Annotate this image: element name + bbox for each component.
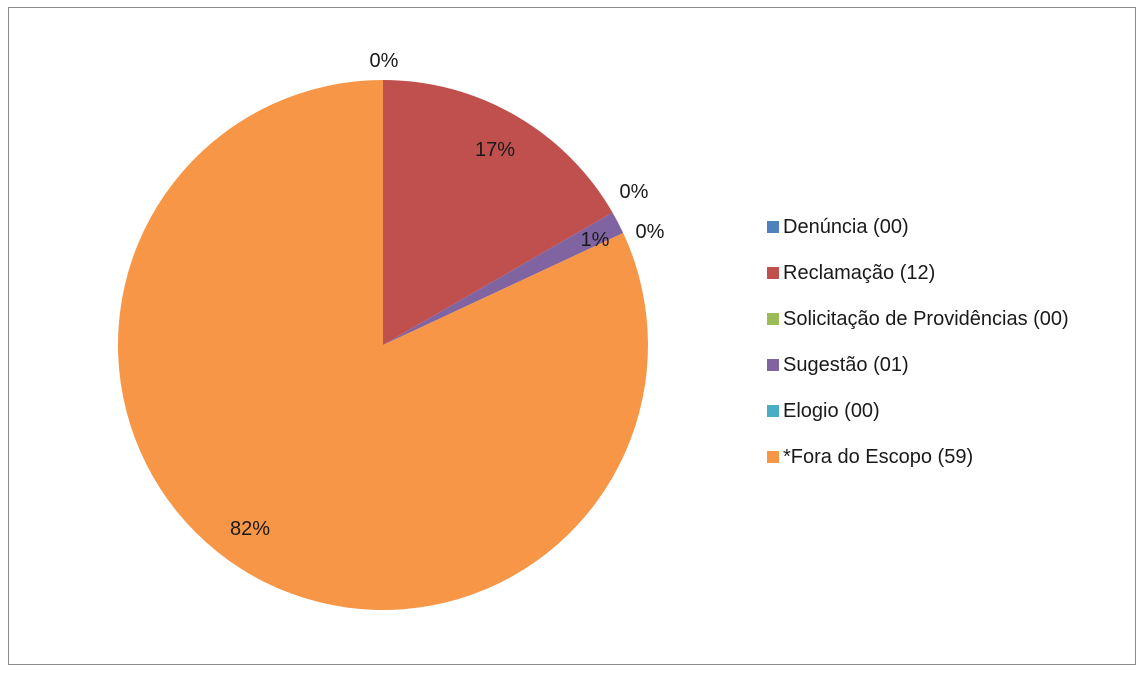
pie-slice-2 (383, 79, 613, 345)
legend-item-4: Sugestão (01) (767, 352, 1069, 378)
legend-label-5: Elogio (00) (783, 399, 880, 422)
legend-swatch-4 (767, 359, 779, 371)
data-label-2: 17% (475, 139, 515, 161)
legend-label-2: Reclamação (12) (783, 261, 936, 284)
legend-swatch-6 (767, 451, 779, 463)
chart-frame: 0% 17% 0% 1% 0% 82% Denúncia (00) Reclamação (… (8, 7, 1136, 665)
legend-swatch-3 (767, 313, 779, 325)
legend-item-2: Reclamação (12) (767, 260, 1069, 286)
legend-swatch-2 (767, 267, 779, 279)
legend-label-4: Sugestão (01) (783, 353, 909, 376)
pie-chart: 0% 17% 0% 1% 0% 82% (117, 50, 665, 610)
pie-slice-4 (383, 212, 624, 345)
legend-item-1: Denúncia (00) (767, 214, 1069, 240)
data-label-5: 0% (636, 221, 665, 243)
legend-label-3: Solicitação de Providências (00) (783, 307, 1069, 330)
legend-swatch-1 (767, 221, 779, 233)
legend-item-5: Elogio (00) (767, 398, 1069, 424)
pie-slice-6 (117, 80, 648, 610)
data-label-3: 0% (620, 181, 649, 203)
data-label-6: 82% (230, 518, 270, 540)
legend-swatch-5 (767, 405, 779, 417)
legend-label-6: *Fora do Escopo (59) (783, 445, 974, 468)
data-label-1: 0% (370, 50, 399, 72)
data-label-4: 1% (581, 229, 610, 251)
legend-item-3: Solicitação de Providências (00) (767, 306, 1069, 332)
legend: Denúncia (00) Reclamação (12) Solicitação … (767, 214, 1069, 490)
legend-label-1: Denúncia (00) (783, 215, 909, 238)
legend-item-6: *Fora do Escopo (59) (767, 444, 1069, 470)
